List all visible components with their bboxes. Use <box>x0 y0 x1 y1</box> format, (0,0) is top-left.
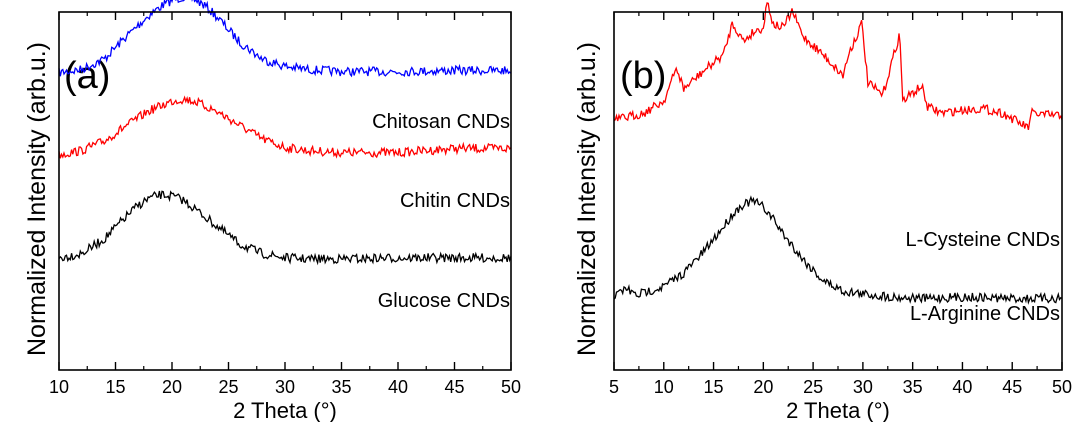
legend-label-chitosan-cnds: Chitosan CNDs <box>372 111 510 133</box>
x-tick-label: 30 <box>275 377 295 397</box>
x-tick-label: 10 <box>49 377 69 397</box>
x-tick-label: 45 <box>444 377 464 397</box>
x-tick-label: 10 <box>654 377 674 397</box>
x-tick-label: 45 <box>1002 377 1022 397</box>
x-tick-label: 5 <box>609 377 619 397</box>
x-tick-label: 30 <box>853 377 873 397</box>
x-tick-label: 50 <box>1052 377 1072 397</box>
x-tick-label: 40 <box>388 377 408 397</box>
x-tick-label: 20 <box>162 377 182 397</box>
y-axis-label: Normalized Intensity (arb.u.) <box>573 42 601 356</box>
y-axis-label: Normalized Intensity (arb.u.) <box>23 42 51 356</box>
panel-b: (b) Normalized Intensity (arb.u.) 2 Thet… <box>573 2 1072 422</box>
legend-label-glucose-cnds: Glucose CNDs <box>378 290 510 312</box>
x-tick-label: 25 <box>218 377 238 397</box>
x-axis-label: 2 Theta (°) <box>786 398 890 422</box>
series-line-2 <box>613 195 1063 305</box>
x-axis-label: 2 Theta (°) <box>233 398 337 422</box>
series-line-1 <box>58 0 512 78</box>
legend-label-l-arginine-cnds: L-Arginine CNDs <box>910 303 1060 325</box>
series-line-1 <box>613 2 1063 131</box>
x-tick-label: 35 <box>903 377 923 397</box>
x-tick-label: 50 <box>501 377 521 397</box>
x-tick-label: 20 <box>753 377 773 397</box>
panel-label: (b) <box>620 55 666 97</box>
series-line-3 <box>58 190 512 266</box>
x-tick-label: 40 <box>952 377 972 397</box>
panel-label: (a) <box>64 55 110 97</box>
legend-label-l-cysteine-cnds: L-Cysteine CNDs <box>906 229 1060 251</box>
legend-label-chitin-cnds: Chitin CNDs <box>400 190 510 212</box>
x-tick-label: 15 <box>704 377 724 397</box>
panel-a: (a) Normalized Intensity (arb.u.) 2 Thet… <box>23 0 521 422</box>
series-line-2 <box>58 95 512 159</box>
x-tick-label: 25 <box>803 377 823 397</box>
x-tick-label: 35 <box>331 377 351 397</box>
x-tick-label: 15 <box>105 377 125 397</box>
